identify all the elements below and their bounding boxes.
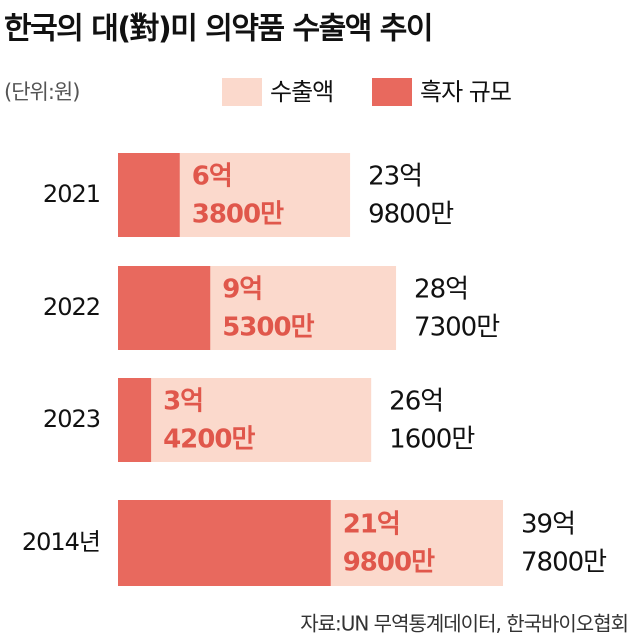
total-label: 1600만 xyxy=(389,425,474,455)
total-label: 9800만 xyxy=(368,200,453,230)
unit-note: (단위:원) xyxy=(4,80,79,104)
chart-title: 한국의 대(對)미 의약품 수출액 추이 xyxy=(4,12,432,47)
total-label: 28억 xyxy=(414,275,468,305)
bar-surplus xyxy=(118,378,152,462)
total-label: 7300만 xyxy=(414,313,499,343)
total-label: 23억 xyxy=(368,162,422,192)
surplus-label: 5300만 xyxy=(222,313,314,343)
y-tick-label: 2014년 xyxy=(22,528,100,556)
bar-surplus xyxy=(118,153,180,237)
y-tick-label: 2023 xyxy=(43,405,100,433)
surplus-label: 21억 xyxy=(343,510,400,540)
total-label: 26억 xyxy=(389,387,443,417)
total-label: 39억 xyxy=(521,510,575,540)
legend-label: 흑자 규모 xyxy=(420,78,511,106)
source-note: 자료:UN 무역통계데이터, 한국바이오협회 xyxy=(300,612,628,636)
surplus-label: 9800만 xyxy=(343,548,435,578)
surplus-label: 4200만 xyxy=(163,425,255,455)
total-label: 7800만 xyxy=(521,548,606,578)
bar-surplus xyxy=(118,266,211,350)
surplus-label: 3800만 xyxy=(192,200,284,230)
legend-swatch xyxy=(372,78,412,106)
bar-surplus xyxy=(118,500,331,586)
surplus-label: 9억 xyxy=(222,275,262,305)
legend-label: 수출액 xyxy=(270,78,333,106)
bar-total xyxy=(118,378,372,462)
y-tick-label: 2021 xyxy=(43,180,100,208)
surplus-label: 3억 xyxy=(163,387,203,417)
y-tick-label: 2022 xyxy=(43,293,100,321)
legend-swatch xyxy=(222,78,262,106)
surplus-label: 6억 xyxy=(192,162,232,192)
